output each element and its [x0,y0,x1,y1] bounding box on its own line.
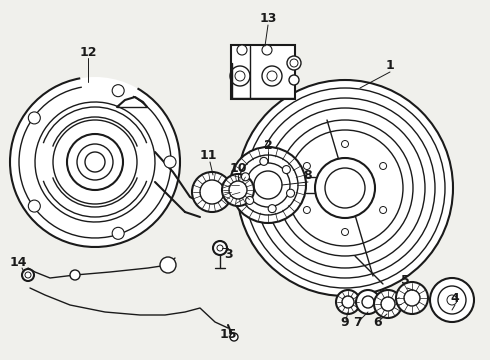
Text: 1: 1 [386,59,394,72]
Text: 13: 13 [259,12,277,24]
Text: 11: 11 [199,149,217,162]
Circle shape [222,174,254,206]
Circle shape [22,269,34,281]
Circle shape [242,173,249,181]
FancyBboxPatch shape [231,45,295,99]
Circle shape [164,156,176,168]
Text: 15: 15 [219,328,237,342]
Circle shape [28,200,40,212]
Circle shape [67,134,123,190]
Text: 4: 4 [451,292,459,305]
Circle shape [112,85,124,97]
Circle shape [112,227,124,239]
Circle shape [287,189,294,197]
Text: 5: 5 [401,274,409,287]
Circle shape [282,166,291,174]
Circle shape [237,45,247,55]
Circle shape [10,77,180,247]
Text: 7: 7 [354,315,363,328]
Text: 9: 9 [341,315,349,328]
Circle shape [315,158,375,218]
Circle shape [356,290,380,314]
Circle shape [230,147,306,223]
Circle shape [260,157,268,165]
Circle shape [230,333,238,341]
Text: 14: 14 [9,256,27,269]
Circle shape [160,257,176,273]
Circle shape [213,241,227,255]
Circle shape [192,172,232,212]
Text: 10: 10 [229,162,247,175]
Circle shape [287,56,301,70]
Circle shape [70,270,80,280]
Circle shape [262,45,272,55]
Circle shape [430,278,474,322]
Circle shape [268,204,276,213]
Circle shape [28,112,40,124]
Circle shape [336,290,360,314]
Circle shape [396,282,428,314]
Circle shape [374,290,402,318]
Circle shape [245,197,254,204]
Circle shape [237,80,453,296]
Text: 8: 8 [304,168,312,181]
Circle shape [289,75,299,85]
Text: 6: 6 [374,315,382,328]
Text: 12: 12 [79,45,97,59]
Text: 2: 2 [264,139,272,152]
Text: 3: 3 [224,248,232,261]
